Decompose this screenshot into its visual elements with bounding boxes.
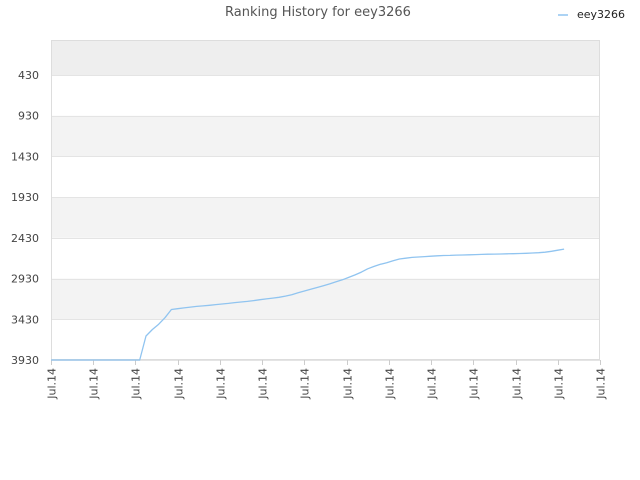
plot-band (51, 75, 600, 116)
legend: eey3266 (558, 8, 625, 21)
plot-band (51, 237, 600, 279)
y-tick-label: 3930 (11, 354, 39, 367)
y-tick-label: 430 (18, 69, 39, 82)
plot-band (51, 319, 600, 360)
plot-band (51, 115, 600, 157)
x-tick-label: Jul.14 (46, 368, 59, 400)
x-tick-label: Jul.14 (88, 368, 101, 400)
x-tick-label: Jul.14 (511, 368, 524, 400)
x-tick-label: Jul.14 (342, 368, 355, 400)
chart-title: Ranking History for eey3266 (225, 5, 411, 20)
x-tick-label: Jul.14 (299, 368, 312, 400)
y-tick-label: 1430 (11, 150, 39, 163)
legend-label: eey3266 (577, 8, 625, 21)
x-tick-label: Jul.14 (553, 368, 566, 400)
y-tick-label: 2930 (11, 273, 39, 286)
plot-border (51, 40, 600, 360)
plot-band (51, 197, 600, 238)
x-tick-label: Jul.14 (130, 368, 143, 400)
y-tick-label: 1930 (11, 191, 39, 204)
x-tick-label: Jul.14 (173, 368, 186, 400)
y-axis: 430 930 1430 1930 2430 2930 3430 3930 (11, 69, 39, 367)
x-tick-label: Jul.14 (215, 368, 228, 400)
y-tick-label: 3430 (11, 313, 39, 326)
x-tick-label: Jul.14 (384, 368, 397, 400)
plot-bands (51, 40, 600, 360)
x-axis: Jul.14 Jul.14 Jul.14 Jul.14 Jul.14 Jul.14 Jul.… (46, 360, 608, 400)
x-tick-label: Jul.14 (257, 368, 270, 400)
gridlines (51, 75, 600, 361)
series-layer (51, 248, 565, 361)
x-tick-label: Jul.14 (426, 368, 439, 400)
plot-band (51, 40, 600, 76)
series-line (51, 248, 565, 361)
y-tick-label: 2430 (11, 232, 39, 245)
plot-band (51, 156, 600, 198)
x-tick-label: Jul.14 (468, 368, 481, 400)
y-tick-label: 930 (18, 110, 39, 123)
x-tick-label: Jul.14 (595, 368, 608, 400)
